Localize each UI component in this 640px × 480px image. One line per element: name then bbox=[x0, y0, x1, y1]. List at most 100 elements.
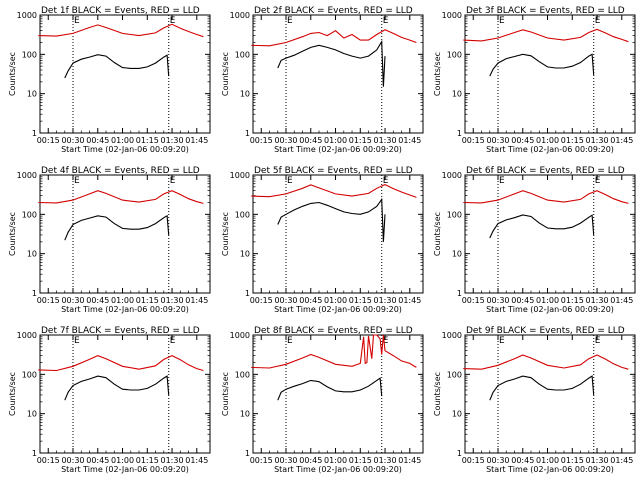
x-tick-label: 00:15 bbox=[37, 136, 60, 145]
series-lld-line bbox=[463, 190, 629, 204]
x-axis-label: Start Time (02-Jan-06 00:09:20) bbox=[274, 305, 402, 314]
y-tick-label: 10 bbox=[240, 250, 250, 259]
x-tick-label: 01:30 bbox=[374, 296, 397, 305]
event-marker-label: E bbox=[595, 336, 601, 346]
y-tick-label: 10 bbox=[27, 90, 37, 99]
event-marker-label: E bbox=[499, 176, 505, 186]
y-tick-label: 1 bbox=[457, 449, 462, 458]
plot-frame bbox=[39, 14, 211, 134]
y-axis-label: Counts/sec bbox=[221, 212, 230, 256]
panel-title: Det 7f BLACK = Events, RED = LLD bbox=[41, 326, 200, 336]
y-tick-label: 1000 bbox=[17, 11, 37, 20]
x-tick-label: 01:30 bbox=[586, 296, 609, 305]
plot-frame bbox=[252, 174, 424, 294]
panel-title: Det 6f BLACK = Events, RED = LLD bbox=[466, 166, 625, 176]
x-tick-label: 01:15 bbox=[136, 296, 159, 305]
y-axis-label: Counts/sec bbox=[8, 52, 17, 96]
y-axis-label: Counts/sec bbox=[221, 52, 230, 96]
y-tick-label: 1 bbox=[32, 449, 37, 458]
plot-frame bbox=[39, 174, 211, 294]
x-tick-label: 01:30 bbox=[374, 136, 397, 145]
y-tick-label: 1000 bbox=[17, 171, 37, 180]
x-tick-label: 00:30 bbox=[486, 456, 509, 465]
event-marker-label: E bbox=[287, 336, 293, 346]
x-axis-label: Start Time (02-Jan-06 00:09:20) bbox=[61, 145, 189, 154]
y-tick-label: 100 bbox=[235, 50, 250, 59]
x-tick-label: 00:15 bbox=[250, 296, 273, 305]
series-events-line bbox=[64, 214, 170, 241]
series-lld-line bbox=[251, 334, 417, 369]
x-tick-label: 01:30 bbox=[586, 136, 609, 145]
x-tick-label: 01:00 bbox=[111, 456, 134, 465]
plot-frame bbox=[252, 334, 424, 454]
x-tick-label: 00:45 bbox=[299, 456, 322, 465]
x-tick-label: 00:45 bbox=[86, 296, 109, 305]
event-marker-label: E bbox=[287, 176, 293, 186]
x-tick-label: 01:00 bbox=[111, 136, 134, 145]
x-tick-label: 00:30 bbox=[61, 296, 84, 305]
x-tick-label: 00:30 bbox=[61, 136, 84, 145]
series-events-line bbox=[489, 375, 595, 401]
event-marker-label: E bbox=[595, 176, 601, 186]
series-lld-line bbox=[251, 183, 417, 198]
x-tick-label: 00:30 bbox=[274, 136, 297, 145]
panel-title: Det 9f BLACK = Events, RED = LLD bbox=[466, 326, 625, 336]
x-tick-label: 01:30 bbox=[586, 456, 609, 465]
x-axis-label: Start Time (02-Jan-06 00:09:20) bbox=[486, 465, 614, 474]
event-marker-label: E bbox=[383, 336, 389, 346]
y-tick-label: 10 bbox=[240, 90, 250, 99]
x-axis-label: Start Time (02-Jan-06 00:09:20) bbox=[486, 145, 614, 154]
x-tick-label: 00:15 bbox=[250, 456, 273, 465]
y-tick-label: 1000 bbox=[230, 171, 250, 180]
panel-title: Det 4f BLACK = Events, RED = LLD bbox=[41, 166, 200, 176]
x-axis-label: Start Time (02-Jan-06 00:09:20) bbox=[274, 465, 402, 474]
y-tick-label: 10 bbox=[27, 410, 37, 419]
x-tick-label: 01:15 bbox=[349, 456, 372, 465]
y-tick-label: 10 bbox=[452, 410, 462, 419]
series-events-line bbox=[489, 214, 595, 239]
x-tick-label: 01:15 bbox=[349, 296, 372, 305]
y-tick-label: 10 bbox=[452, 90, 462, 99]
y-tick-label: 100 bbox=[447, 370, 462, 379]
y-axis-label: Counts/sec bbox=[8, 372, 17, 416]
x-tick-label: 01:00 bbox=[536, 136, 559, 145]
x-tick-label: 01:45 bbox=[610, 456, 633, 465]
x-tick-label: 01:00 bbox=[536, 296, 559, 305]
x-tick-label: 01:15 bbox=[349, 136, 372, 145]
x-tick-label: 01:30 bbox=[374, 456, 397, 465]
x-tick-label: 00:45 bbox=[86, 136, 109, 145]
panel-3: Det 3f BLACK = Events, RED = LLD 1 10 100 10… bbox=[433, 6, 636, 154]
y-tick-label: 100 bbox=[22, 370, 37, 379]
series-events-line bbox=[64, 375, 170, 401]
plot-frame bbox=[464, 14, 636, 134]
y-tick-label: 1000 bbox=[442, 11, 462, 20]
y-tick-label: 1 bbox=[245, 289, 250, 298]
panel-2: Det 2f BLACK = Events, RED = LLD 1 10 100 10… bbox=[221, 6, 424, 154]
y-tick-label: 100 bbox=[447, 210, 462, 219]
series-events-line bbox=[489, 53, 595, 77]
x-tick-label: 01:45 bbox=[185, 456, 208, 465]
series-events-line bbox=[277, 197, 386, 242]
panel-8: Det 8f BLACK = Events, RED = LLD 1 10 100 10… bbox=[221, 326, 424, 474]
x-tick-label: 01:00 bbox=[324, 456, 347, 465]
series-lld-line bbox=[38, 190, 204, 204]
y-axis-label: Counts/sec bbox=[433, 52, 442, 96]
event-marker-label: E bbox=[74, 176, 80, 186]
panel-title: Det 2f BLACK = Events, RED = LLD bbox=[254, 6, 413, 16]
y-tick-label: 10 bbox=[240, 410, 250, 419]
panel-6: Det 6f BLACK = Events, RED = LLD 1 10 100 10… bbox=[433, 166, 636, 314]
x-tick-label: 00:45 bbox=[299, 296, 322, 305]
event-marker-label: E bbox=[383, 16, 389, 26]
panel-9: Det 9f BLACK = Events, RED = LLD 1 10 100 10… bbox=[433, 326, 636, 474]
series-lld-line bbox=[463, 28, 629, 43]
y-axis-label: Counts/sec bbox=[433, 372, 442, 416]
x-tick-label: 01:45 bbox=[398, 136, 421, 145]
x-tick-label: 01:00 bbox=[324, 296, 347, 305]
y-tick-label: 1 bbox=[457, 129, 462, 138]
x-tick-label: 00:15 bbox=[37, 296, 60, 305]
y-axis-label: Counts/sec bbox=[433, 212, 442, 256]
x-tick-label: 01:15 bbox=[136, 456, 159, 465]
x-tick-label: 01:15 bbox=[561, 136, 584, 145]
x-tick-label: 00:45 bbox=[86, 456, 109, 465]
x-tick-label: 00:45 bbox=[511, 296, 534, 305]
